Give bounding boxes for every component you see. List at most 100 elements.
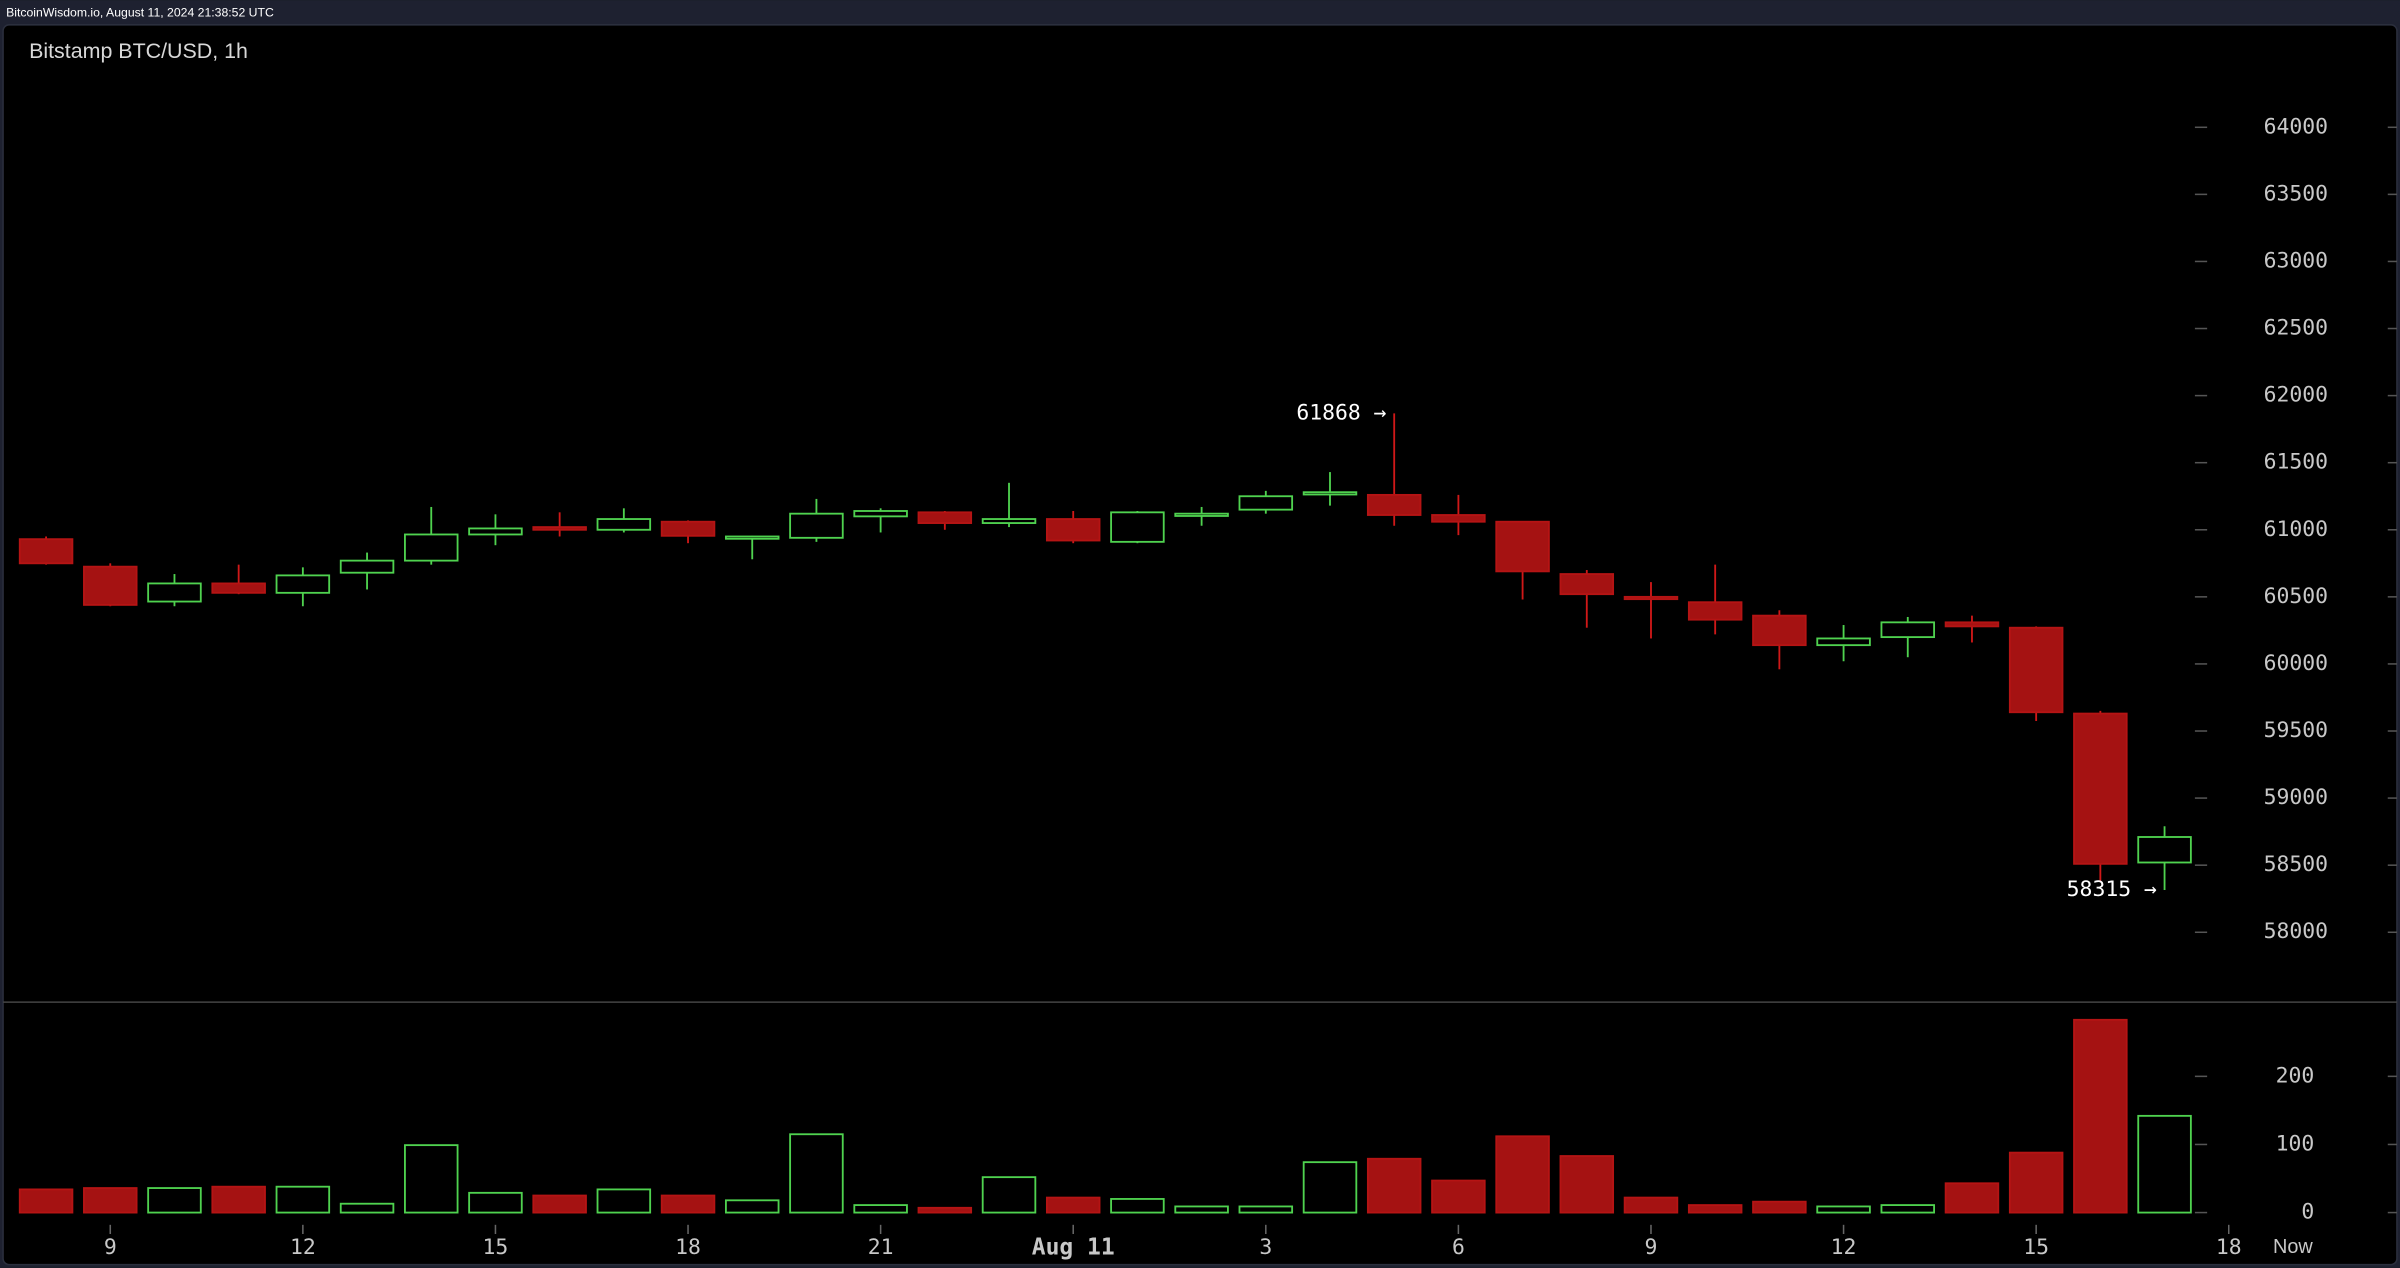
volume-bar [917,1206,973,1214]
volume-bar [596,1188,652,1214]
candle-body [404,533,459,562]
candle-body [339,559,395,574]
candle-body [1174,512,1229,517]
volume-bar [404,1144,459,1214]
y-tick-label: 62000 [2264,383,2328,408]
volume-bar [2008,1151,2064,1214]
volume-bar [1687,1204,1743,1214]
volume-bar [275,1185,331,1214]
volume-bar [789,1133,844,1214]
candle-body [1880,621,1936,639]
volume-bar [1944,1182,2000,1214]
volume-bar [853,1204,908,1214]
volume-bar [1623,1196,1679,1214]
y-tick-label: 63000 [2264,248,2328,273]
candle-body [2008,626,2064,714]
volume-bar [18,1188,74,1214]
price-annotation: 61868 → [1296,400,1386,425]
candle-body [1752,614,1807,647]
candle-body [1366,493,1422,516]
volume-bar [2137,1114,2192,1214]
candle-body [468,527,523,536]
volume-tick-label: 200 [2276,1063,2315,1088]
price-annotation: 58315 → [2067,877,2157,902]
x-tick-label: 6 [1452,1235,1465,1260]
volume-bar [1559,1155,1615,1214]
volume-tick-label: 0 [2301,1200,2314,1225]
x-tick-label: 18 [2216,1235,2242,1260]
y-tick-label: 64000 [2264,114,2328,139]
x-tick-label: 12 [290,1235,316,1260]
candle-body [2073,712,2128,865]
candle-body [1045,518,1101,542]
candle-body [2137,836,2192,864]
volume-bar [339,1202,395,1214]
y-tick-label: 58000 [2264,919,2328,944]
candle-body [724,535,780,540]
y-tick-label: 61000 [2264,517,2328,542]
volume-bar [1366,1157,1422,1214]
volume-bar [724,1199,780,1214]
y-tick-label: 59500 [2264,718,2328,743]
volume-bar [1045,1196,1101,1214]
candle-body [1559,573,1615,596]
y-tick-label: 60500 [2264,584,2328,609]
volume-tick-label: 100 [2276,1131,2315,1156]
volume-bar [211,1185,266,1214]
x-tick-label: 9 [1645,1235,1658,1260]
candle-body [1944,621,2000,628]
volume-bar [1302,1161,1358,1214]
volume-bar [1816,1205,1871,1214]
candle-body [1110,511,1165,543]
y-tick-label: 61500 [2264,450,2328,475]
now-label: Now [2273,1236,2313,1258]
x-tick-label: Aug 11 [1032,1234,1115,1260]
chart-title: Bitstamp BTC/USD, 1h [29,39,248,63]
header: BitcoinWisdom.io, August 11, 2024 21:38:… [6,6,274,20]
candle-body [660,520,716,537]
candle-body [1302,491,1358,496]
candle-body [1431,514,1486,523]
volume-bar [1174,1205,1229,1214]
volume-bar [1495,1135,1550,1214]
x-tick-label: 12 [1831,1235,1857,1260]
candle-body [275,574,331,594]
y-tick-label: 58500 [2264,852,2328,877]
candle-body [211,582,266,594]
candle-body [981,518,1037,524]
volume-bar [1752,1200,1807,1214]
candle-body [1495,520,1550,573]
volume-bar [981,1176,1037,1214]
x-tick-label: 3 [1259,1235,1272,1260]
candle-body [917,511,973,524]
volume-bar [1238,1205,1294,1214]
candle-body [1623,595,1679,601]
candle-body [853,510,908,518]
volume-bar [2073,1018,2128,1214]
x-tick-label: 21 [868,1235,894,1260]
x-tick-label: 15 [483,1235,509,1260]
candle-body [1238,495,1294,511]
volume-bar [468,1191,523,1214]
x-tick-label: 18 [675,1235,701,1260]
volume-bar [83,1187,138,1214]
candle-body [1816,637,1871,647]
volume-bar [1110,1198,1165,1214]
candle-body [1687,601,1743,621]
volume-bar [147,1187,202,1214]
candle-body [83,565,138,606]
candle-body [147,582,202,603]
chart-panel [2,24,2398,1266]
x-tick-label: 9 [104,1235,117,1260]
volume-bar [1880,1204,1936,1214]
y-tick-label: 60000 [2264,651,2328,676]
y-tick-label: 59000 [2264,785,2328,810]
volume-bar [1431,1179,1486,1214]
candle-body [596,518,652,531]
x-tick-label: 15 [2023,1235,2049,1260]
volume-bar [660,1194,716,1214]
volume-bar [532,1194,587,1214]
y-tick-label: 63500 [2264,181,2328,206]
